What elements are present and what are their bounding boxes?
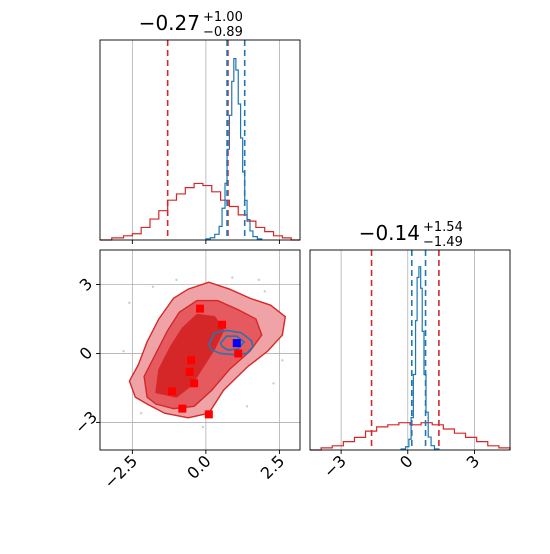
histogram-red [310, 422, 511, 451]
title-upper: +1.00 [203, 10, 243, 25]
x-tick-label: 0 [396, 451, 417, 472]
panel-frame [309, 249, 511, 451]
contour-blue-inner [219, 335, 246, 351]
x-tick-label: 0.0 [183, 451, 214, 482]
title-param1: −0.27 +1.00 −0.89 [139, 10, 243, 40]
panel-frame [99, 39, 301, 241]
scatter-point [272, 382, 275, 385]
panel-hist-param2 [309, 249, 511, 451]
y-tick-label: −3 [71, 407, 101, 437]
histogram-blue [400, 266, 440, 450]
title-upper: +1.54 [423, 220, 463, 235]
x-tick-label: 3 [463, 451, 484, 472]
x-tick-label: −2.5 [100, 451, 141, 492]
scatter-point [151, 285, 155, 288]
marker-red [187, 356, 196, 365]
x-tick-label: 2.5 [257, 451, 288, 482]
title-lower: −0.89 [203, 25, 243, 40]
y-tick-label: 0 [76, 343, 97, 364]
histogram-blue [205, 58, 263, 240]
marker-red [168, 387, 177, 396]
scatter-point [263, 290, 266, 293]
marker-blue [232, 339, 241, 348]
panel-frame [99, 249, 301, 451]
axes: −2.5 0.0 2.5 −3 0 3 −3 0 3 [71, 240, 483, 492]
histogram-red [100, 182, 300, 241]
y-tick-label: 3 [76, 274, 97, 295]
scatter-point [231, 276, 234, 279]
scatter-point [175, 278, 178, 282]
marker-red [190, 379, 199, 388]
marker-red [234, 349, 243, 358]
panel-2d [99, 249, 301, 451]
title-param2: −0.14 +1.54 −1.49 [359, 220, 463, 250]
panel-hist-param1 [99, 39, 301, 241]
marker-red [178, 404, 187, 413]
title-lower: −1.49 [423, 235, 463, 250]
marker-red [185, 367, 194, 376]
contour-blue-outer [207, 329, 254, 356]
scatter-point [257, 278, 261, 282]
title-main: −0.27 [139, 11, 200, 35]
scatter-point [128, 301, 131, 305]
scatter-point [139, 412, 143, 415]
scatter-point [201, 425, 205, 429]
marker-red [204, 410, 213, 419]
marker-red [218, 320, 227, 329]
x-tick-label: −3 [320, 451, 350, 481]
marker-red [196, 304, 204, 313]
title-main: −0.14 [359, 221, 420, 245]
scatter-point [122, 349, 125, 353]
scatter-point [245, 405, 249, 408]
scatter-point [281, 359, 284, 362]
